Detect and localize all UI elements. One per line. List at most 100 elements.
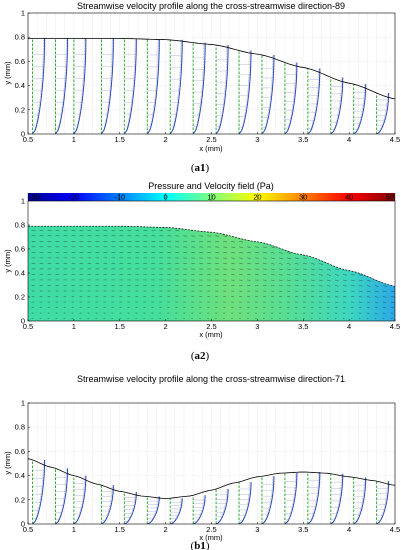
velocity-vector bbox=[326, 285, 331, 287]
velocity-vector bbox=[279, 274, 283, 276]
colorbar-tick-label: -30 bbox=[29, 193, 40, 202]
panel-a1-xlabel: x (mm) bbox=[199, 144, 223, 153]
panel-a2-ytick-label: 0.6 bbox=[15, 245, 25, 254]
panel-b1-envelope bbox=[55, 468, 69, 524]
panel-a1-xtick-label: 1 bbox=[72, 135, 76, 144]
panel-a1-xtick-label: 2.5 bbox=[206, 135, 216, 144]
velocity-vector bbox=[366, 285, 371, 287]
velocity-vector bbox=[247, 246, 252, 248]
panel-a1-velocity-profile bbox=[261, 54, 275, 134]
velocity-vector bbox=[350, 279, 355, 281]
velocity-vector bbox=[223, 257, 227, 259]
panel-a1-velocity-profile bbox=[307, 68, 321, 134]
panel-b1-xtick-label: 1.5 bbox=[115, 525, 125, 534]
velocity-vector bbox=[334, 268, 339, 271]
velocity-vector bbox=[223, 252, 227, 254]
panel-a1-xtick-label: 3.5 bbox=[298, 135, 308, 144]
panel-b1-envelope bbox=[124, 492, 138, 524]
panel-b1-marks bbox=[28, 458, 395, 524]
panel-a1-ytick-label: 1 bbox=[21, 9, 25, 18]
panel-b1-ytick-label: 0.2 bbox=[15, 495, 25, 504]
panel-b1-velocity-profile bbox=[353, 477, 367, 524]
panel-a2-xtick-label: 0.5 bbox=[23, 322, 33, 331]
velocity-vector bbox=[271, 263, 275, 265]
panel-a1-velocity-profile bbox=[73, 38, 87, 134]
panel-b1-xtick-label: 3.5 bbox=[298, 525, 308, 534]
panel-a1-xtick-label: 1.5 bbox=[115, 135, 125, 144]
panel-b1-xlabel: x (mm) bbox=[199, 533, 223, 542]
panel-b1-velocity-profile bbox=[32, 459, 45, 524]
velocity-vector bbox=[374, 296, 379, 298]
panel-a1-xtick-label: 3 bbox=[255, 135, 259, 144]
velocity-vector bbox=[326, 290, 331, 292]
velocity-vector bbox=[247, 257, 251, 259]
panel-a1-envelope bbox=[376, 93, 390, 134]
panel-b1-xtick-label: 2 bbox=[164, 525, 168, 534]
velocity-vector bbox=[358, 296, 363, 298]
panel-b1-ticks: 0.5 1 1.5 2 2.5 3 3.5 4 4.5 0 0.2 0.4 0.6 0.8 1 bbox=[15, 399, 401, 535]
velocity-vector bbox=[295, 268, 299, 270]
velocity-vector bbox=[247, 252, 251, 254]
panel-b1: Streamwise velocity profile along the cr… bbox=[3, 374, 400, 550]
velocity-vector bbox=[318, 285, 323, 287]
panel-a2-ytick-label: 1 bbox=[21, 197, 25, 206]
velocity-vector bbox=[279, 252, 283, 254]
velocity-vector bbox=[326, 268, 331, 271]
velocity-vector bbox=[279, 268, 283, 270]
panel-a2-caption: (a2) bbox=[191, 350, 210, 362]
velocity-vector bbox=[287, 268, 291, 270]
panel-a1-velocity-profile bbox=[146, 39, 160, 134]
panel-a2-xtick-label: 2.5 bbox=[206, 322, 216, 331]
panel-b1-xtick-label: 3 bbox=[255, 525, 259, 534]
velocity-vector bbox=[311, 279, 315, 281]
velocity-vector bbox=[279, 285, 283, 287]
panel-a1-caption: (a1) bbox=[191, 162, 210, 174]
panel-b1-envelope bbox=[147, 496, 161, 524]
panel-a1-xtick-label: 2 bbox=[164, 135, 168, 144]
colorbar-tick-label: -10 bbox=[114, 193, 125, 202]
velocity-vector bbox=[239, 257, 243, 259]
velocity-vector bbox=[382, 285, 387, 287]
panel-a1-velocity-profile bbox=[330, 77, 344, 134]
velocity-vector bbox=[318, 263, 323, 265]
velocity-vector bbox=[350, 274, 355, 276]
panel-a2-ytick-label: 0 bbox=[21, 317, 25, 326]
velocity-vector bbox=[358, 290, 363, 292]
panel-a1-ticks: 0.5 1 1.5 2 2.5 3 3.5 4 4.5 0 0.2 0.4 0.6 0.8 1 bbox=[15, 9, 401, 145]
panel-b1-envelope bbox=[261, 476, 275, 524]
panel-a2-xtick-label: 1 bbox=[72, 322, 76, 331]
velocity-vector bbox=[334, 279, 339, 282]
panel-a1-title: Streamwise velocity profile along the cr… bbox=[77, 1, 345, 11]
colorbar-ticks: -30 -20 -10 0 10 20 30 40 50 bbox=[27, 193, 396, 202]
velocity-vector bbox=[326, 296, 331, 298]
panel-a2-field bbox=[28, 201, 395, 321]
panel-a1-envelope bbox=[261, 54, 275, 134]
velocity-vector bbox=[279, 279, 283, 281]
velocity-vector bbox=[239, 268, 243, 270]
panel-b1-wall-profile-line bbox=[28, 458, 395, 499]
panel-a1-envelope bbox=[307, 68, 321, 134]
panel-a1-velocity-profile bbox=[55, 38, 68, 134]
panel-b1-envelope bbox=[307, 472, 321, 524]
velocity-vector bbox=[239, 246, 244, 248]
velocity-vector bbox=[287, 279, 291, 281]
velocity-vector bbox=[231, 252, 235, 254]
velocity-vector bbox=[271, 279, 275, 281]
velocity-vector bbox=[303, 268, 307, 270]
panel-a2: Pressure and Velocity field (Pa) -30 -20-… bbox=[3, 181, 400, 362]
velocity-vector bbox=[271, 257, 275, 259]
velocity-vectors bbox=[31, 230, 395, 319]
velocity-vector bbox=[366, 290, 371, 293]
panel-b1-xtick-label: 0.5 bbox=[23, 525, 33, 534]
panel-b1-velocity-profile bbox=[192, 495, 206, 524]
panel-b1-velocity-profile bbox=[330, 473, 344, 524]
velocity-vector bbox=[382, 290, 387, 293]
panel-a2-ticks: 0.5 1 1.5 2 2.5 3 3.5 4 4.5 0 0.2 0.4 0.6 0.8 1 bbox=[15, 197, 401, 332]
panel-a1-marks bbox=[28, 38, 395, 134]
velocity-vector bbox=[303, 257, 307, 259]
panel-a1-envelope bbox=[353, 84, 367, 134]
panel-b1-velocity-profile bbox=[376, 481, 390, 524]
panel-a1-envelope bbox=[284, 62, 298, 134]
colorbar-tick-label: 0 bbox=[164, 193, 168, 202]
